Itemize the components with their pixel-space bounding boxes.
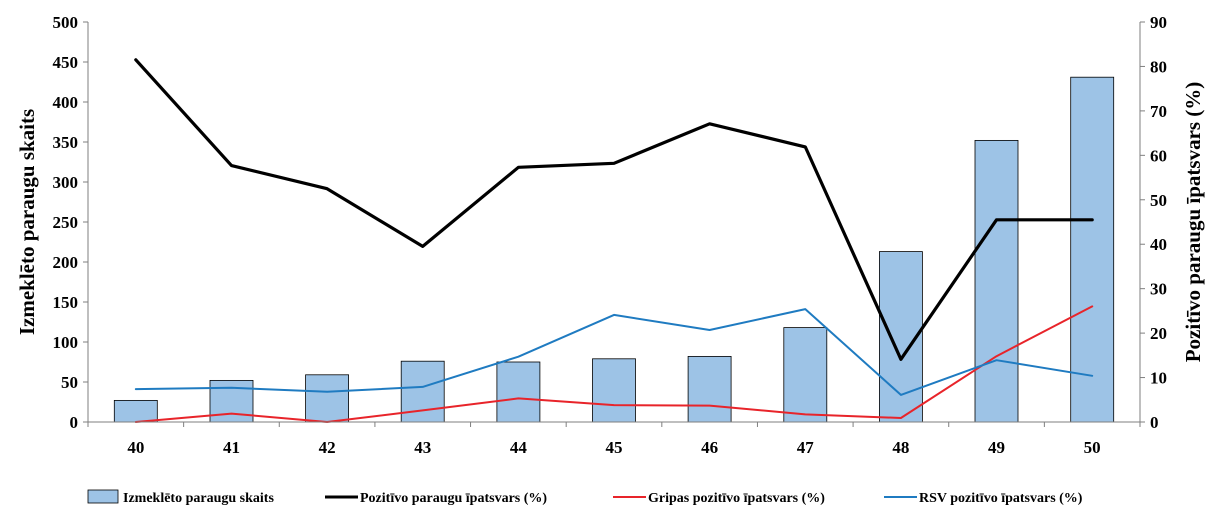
x-tick-label: 45 (606, 438, 623, 457)
bar (687, 355, 732, 423)
x-tick-label: 50 (1084, 438, 1101, 457)
y-tick-label: 0 (70, 413, 79, 432)
series-line (134, 58, 1094, 361)
series-line (134, 305, 1094, 423)
y-tick-label: 300 (53, 173, 79, 192)
axes (83, 21, 1145, 427)
y2-tick-label: 50 (1150, 191, 1167, 210)
y-axis-title: Izmeklēto paraugu skaits (15, 109, 39, 335)
y-tick-label: 100 (53, 333, 79, 352)
y2-tick-label: 60 (1150, 146, 1167, 165)
x-tick-label: 49 (988, 438, 1005, 457)
legend: Izmeklēto paraugu skaits Pozitīvo paraugu… (87, 489, 1083, 506)
legend-label: RSV pozitīvo īpatsvars (%) (919, 491, 1083, 506)
y2-tick-label: 80 (1150, 57, 1167, 76)
bar (592, 358, 636, 423)
x-tick-label: 44 (510, 438, 528, 457)
y-tick-label: 350 (53, 133, 79, 152)
x-tick-label: 48 (892, 438, 909, 457)
y-tick-label: 500 (53, 13, 79, 32)
y2-tick-label: 40 (1150, 235, 1167, 254)
bar (496, 361, 541, 423)
y-tick-label: 50 (61, 373, 78, 392)
legend-swatch (87, 489, 119, 504)
legend-label: Gripas pozitīvo īpatsvars (%) (648, 491, 825, 506)
bar (113, 399, 158, 423)
y2-tick-label: 10 (1150, 369, 1167, 388)
y-tick-label: 250 (53, 213, 79, 232)
x-tick-label: 40 (127, 438, 144, 457)
bar (974, 139, 1019, 423)
y2-tick-label: 90 (1150, 13, 1167, 32)
y2-tick-label: 30 (1150, 280, 1167, 299)
y2-tick-label: 0 (1150, 413, 1159, 432)
y2-tick-label: 70 (1150, 102, 1167, 121)
bar (1070, 76, 1115, 423)
y-tick-label: 450 (53, 53, 79, 72)
y2-tick-label: 20 (1150, 324, 1167, 343)
bar-series (113, 76, 1115, 423)
x-tick-label: 46 (701, 438, 718, 457)
bar (783, 327, 828, 423)
x-tick-label: 41 (223, 438, 240, 457)
series-line (134, 308, 1094, 396)
y2-axis-title: Pozitīvo paraugu īpatsvars (%) (1181, 82, 1205, 363)
line-series (134, 58, 1094, 423)
bar (305, 374, 350, 423)
legend-label: Izmeklēto paraugu skaits (123, 491, 274, 506)
x-tick-label: 43 (414, 438, 431, 457)
x-tick-label: 47 (797, 438, 815, 457)
x-tick-label: 42 (319, 438, 336, 457)
y-tick-label: 200 (53, 253, 79, 272)
legend-label: Pozitīvo paraugu īpatsvars (%) (360, 491, 547, 506)
y-tick-label: 150 (53, 293, 79, 312)
y-tick-label: 400 (53, 93, 79, 112)
tick-labels: 0 50 100 150 200 250 300 350 400 450 500 0 10 20 30 40 5… (53, 13, 1168, 457)
